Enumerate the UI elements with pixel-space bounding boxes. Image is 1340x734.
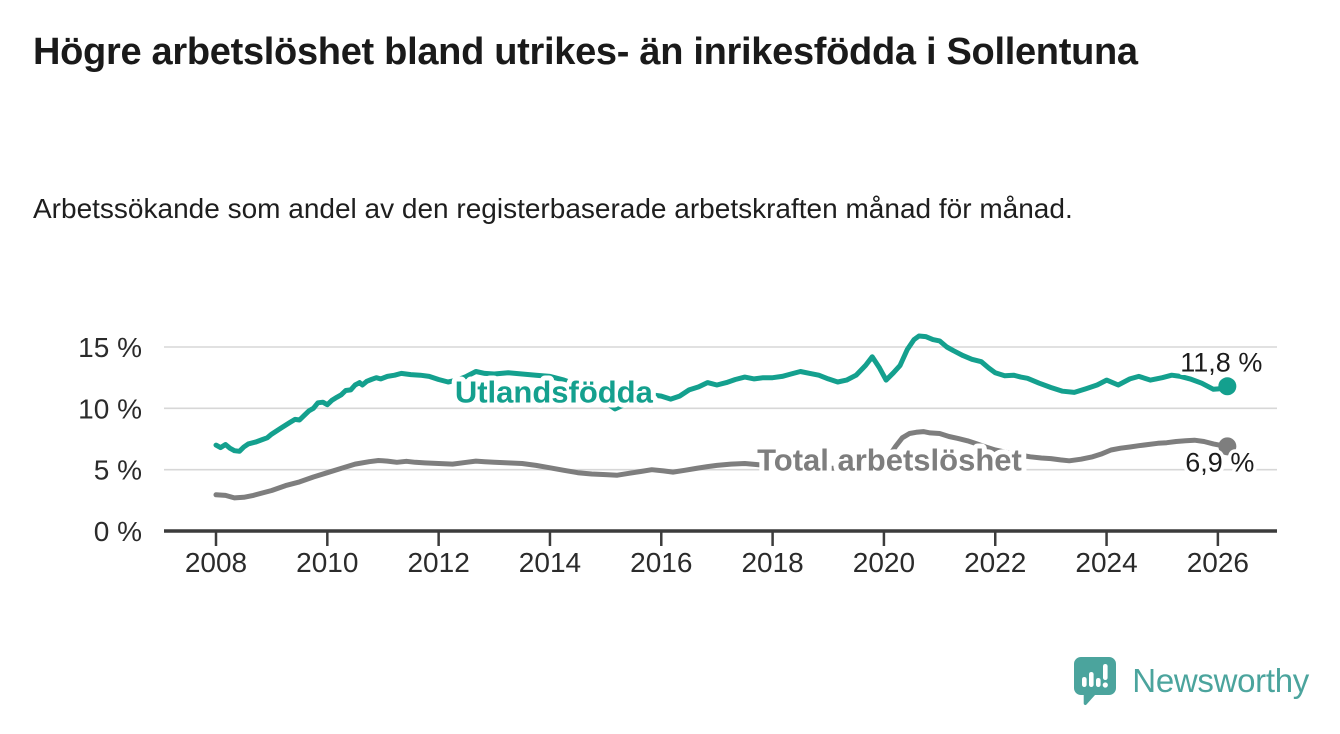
series-label-utlandsfodda: Utlandsfödda xyxy=(455,374,654,409)
newsworthy-logo[interactable]: Newsworthy xyxy=(1073,656,1309,706)
x-axis-tick-label: 2012 xyxy=(407,547,469,578)
series-line-utlandsfodda xyxy=(213,333,1230,454)
y-axis-tick-label: 15 % xyxy=(78,332,142,363)
x-axis-tick-label: 2020 xyxy=(853,547,915,578)
x-axis-tick-label: 2014 xyxy=(519,547,581,578)
x-axis-tick-label: 2024 xyxy=(1075,547,1137,578)
series-label-total: Total arbetslöshet xyxy=(757,442,1022,477)
end-value-label-utlandsfodda: 11,8 % xyxy=(1180,347,1262,377)
x-axis-tick-label: 2018 xyxy=(741,547,803,578)
x-axis-tick-label: 2016 xyxy=(630,547,692,578)
page-title: Högre arbetslöshet bland utrikes- än inr… xyxy=(33,31,1138,73)
page-subtitle: Arbetssökande som andel av den registerb… xyxy=(33,193,1073,224)
end-value-label-total: 6,9 % xyxy=(1185,447,1254,477)
y-axis-tick-label: 5 % xyxy=(94,455,142,486)
newsworthy-logo-text: Newsworthy xyxy=(1132,662,1309,699)
y-axis-tick-label: 0 % xyxy=(94,516,142,547)
x-axis-tick-label: 2008 xyxy=(185,547,247,578)
x-axis-tick-label: 2010 xyxy=(296,547,358,578)
series-line-total xyxy=(213,429,1230,501)
end-dot-utlandsfodda xyxy=(1218,377,1237,396)
y-axis-tick-label: 10 % xyxy=(78,393,142,424)
newsworthy-speech-bubble-chart-icon xyxy=(1074,657,1117,706)
x-axis-tick-label: 2026 xyxy=(1187,547,1249,578)
end-dot-total xyxy=(1218,437,1237,456)
x-axis-tick-label: 2022 xyxy=(964,547,1026,578)
